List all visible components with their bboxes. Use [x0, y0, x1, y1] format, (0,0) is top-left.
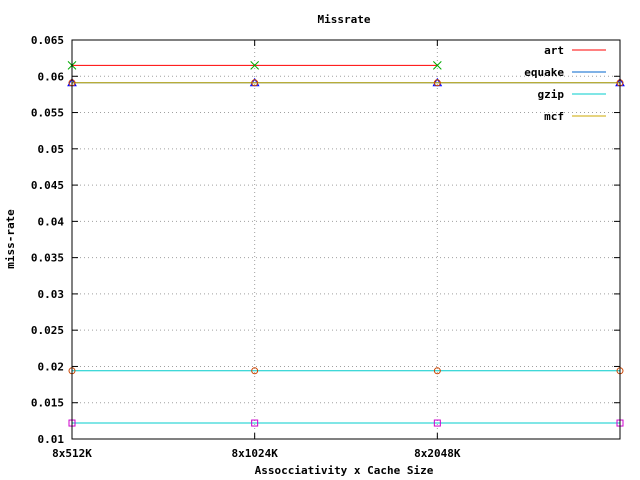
- legend-label: art: [544, 44, 564, 57]
- tick-layer: 0.01 0.015 0.02 0.025 0.03 0.035 0.04 0.045 0.05…: [31, 34, 621, 460]
- legend: art equake gzip mcf: [524, 44, 606, 123]
- y-tick-label: 0.02: [38, 360, 65, 373]
- y-tick-label: 0.05: [38, 143, 65, 156]
- x-tick-label: 8x1024K: [231, 447, 278, 460]
- y-tick-label: 0.06: [38, 70, 65, 83]
- data-point: [433, 367, 441, 375]
- data-point: [250, 61, 260, 70]
- data-point: [433, 419, 441, 427]
- plot-frame: [71, 39, 621, 440]
- legend-label: equake: [524, 66, 564, 79]
- series-mcf: [68, 79, 624, 87]
- series-unlabeled: [68, 367, 624, 375]
- data-point: [251, 367, 259, 375]
- y-tick-label: 0.035: [31, 252, 64, 265]
- y-tick-label: 0.01: [38, 433, 65, 446]
- y-tick-label: 0.04: [38, 215, 65, 228]
- series-gzip: [68, 419, 624, 427]
- grid-layer: [72, 40, 620, 439]
- y-tick-label: 0.055: [31, 107, 64, 120]
- legend-label: mcf: [544, 110, 564, 123]
- data-point: [433, 79, 441, 87]
- x-tick-label: 8x512K: [52, 447, 92, 460]
- y-tick-label: 0.045: [31, 179, 64, 192]
- data-point: [251, 419, 259, 427]
- y-tick-label: 0.03: [38, 288, 65, 301]
- data-point: [432, 61, 442, 70]
- y-tick-label: 0.015: [31, 397, 64, 410]
- chart-title: Missrate: [318, 13, 371, 26]
- data-point: [251, 79, 259, 87]
- legend-label: gzip: [538, 88, 565, 101]
- x-tick-label: 8x2048K: [414, 447, 461, 460]
- y-axis-label: miss-rate: [4, 209, 17, 269]
- x-axis-label: Assocciativity x Cache Size: [255, 464, 434, 477]
- series-layer: [67, 61, 625, 427]
- y-tick-label: 0.025: [31, 324, 64, 337]
- y-tick-label: 0.065: [31, 34, 64, 47]
